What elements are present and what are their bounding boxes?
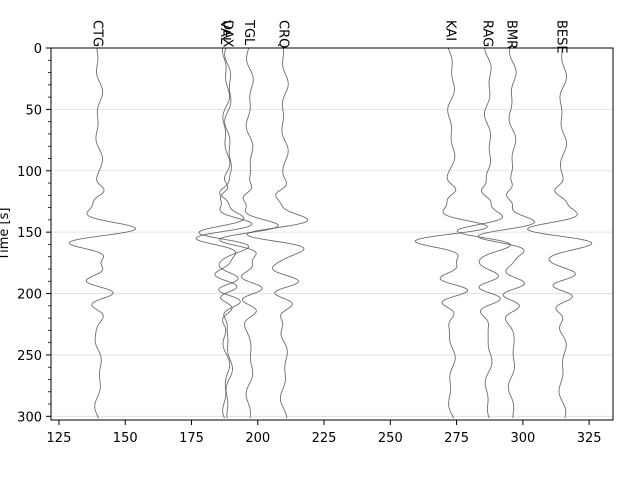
x-tick-label: 250: [378, 431, 403, 446]
trace-rag: [456, 47, 511, 419]
y-axis-ticks: 0 50 100 150 200 250 300: [17, 42, 51, 425]
station-label-rag: RAG: [479, 20, 494, 47]
trace-val: [195, 47, 253, 419]
y-tick-label: 250: [17, 349, 42, 364]
x-tick-label: 325: [577, 431, 602, 446]
station-label-crq: CRQ: [275, 20, 290, 48]
trace-bese: [527, 47, 593, 419]
trace-tgl: [219, 47, 279, 419]
y-tick-label: 0: [34, 42, 42, 57]
plot-frame: [50, 47, 614, 421]
x-tick-label: 300: [510, 431, 535, 446]
y-tick-label: 100: [17, 165, 42, 180]
x-axis-ticks: 125 150 175 200 225 250 275 300 325: [47, 420, 602, 446]
station-label-bese: BESE: [554, 20, 569, 54]
y-tick-label: 200: [17, 288, 42, 303]
y-tick-label: 50: [25, 103, 42, 118]
station-label-ctg: CTG: [90, 20, 105, 47]
y-axis-label: Time [s]: [0, 208, 12, 262]
trace-kai: [414, 47, 488, 419]
x-tick-label: 175: [179, 431, 204, 446]
trace-crq: [246, 47, 309, 419]
station-label-dax: DAX: [220, 20, 235, 48]
x-tick-label: 225: [312, 431, 337, 446]
station-label-tgl: TGL: [241, 19, 256, 46]
station-label-bmr: BMR: [503, 20, 518, 49]
y-tick-label: 300: [17, 410, 42, 425]
y-tick-label: 150: [17, 226, 42, 241]
trace-bmr: [477, 47, 536, 419]
station-label-val: VAL: [217, 20, 232, 45]
x-tick-label: 200: [245, 431, 270, 446]
x-tick-label: 275: [444, 431, 469, 446]
x-tick-label: 150: [113, 431, 138, 446]
grid-lines: [51, 47, 613, 417]
trace-layer: [68, 47, 593, 419]
x-tick-label: 125: [47, 431, 72, 446]
trace-dax: [198, 47, 250, 419]
station-label-kai: KAI: [442, 20, 457, 41]
trace-ctg: [68, 47, 137, 419]
